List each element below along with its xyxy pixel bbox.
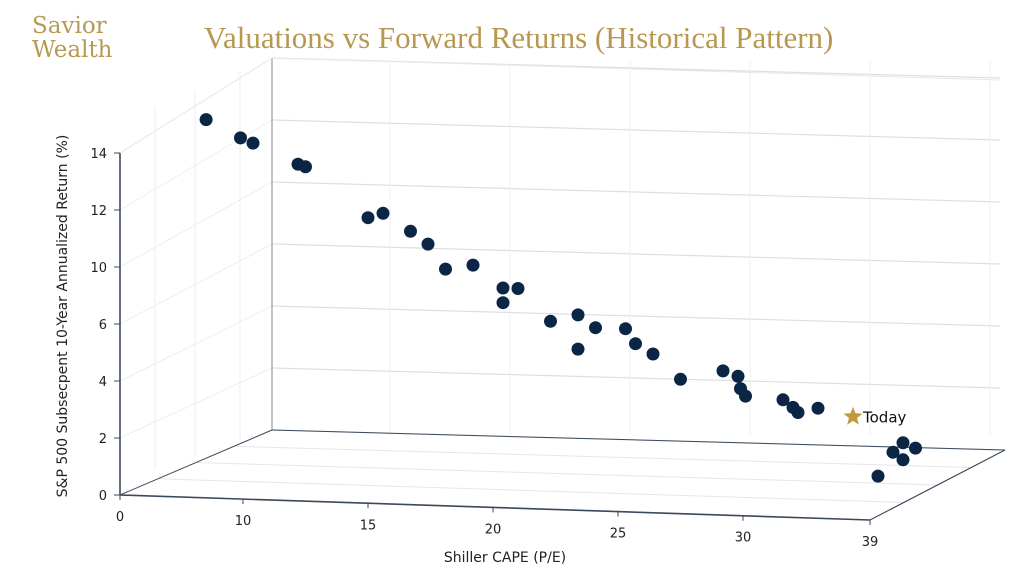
data-point xyxy=(246,136,260,150)
floor-left-edge xyxy=(119,429,273,496)
floor-back-edge xyxy=(271,429,1006,451)
grid-line xyxy=(271,119,1001,141)
x-axis-label: Shiller CAPE (P/E) xyxy=(444,550,566,566)
grid-line xyxy=(271,305,1001,327)
data-point xyxy=(421,237,435,251)
data-point xyxy=(299,160,312,174)
data-point xyxy=(511,282,525,295)
grid-line xyxy=(271,367,1001,389)
data-point xyxy=(496,281,510,295)
grid-line xyxy=(119,243,273,325)
data-point xyxy=(791,406,805,419)
y-tick-label: 6 xyxy=(99,318,107,333)
data-point xyxy=(376,206,390,220)
data-point xyxy=(571,308,585,322)
x-axis-ticks: 0 10 15 20 25 30 39 xyxy=(116,495,878,550)
x-tick-label: 25 xyxy=(610,527,627,542)
y-tick-label: 14 xyxy=(90,147,107,162)
x-tick-label: 30 xyxy=(735,531,752,546)
data-point xyxy=(466,258,480,272)
data-point xyxy=(871,469,885,483)
today-label: Today xyxy=(862,409,907,427)
x-tick-label: 15 xyxy=(360,518,377,533)
data-point xyxy=(571,342,585,356)
data-point xyxy=(896,436,910,450)
grid-line xyxy=(271,243,1001,265)
data-point xyxy=(674,372,687,386)
grid-line xyxy=(271,181,1001,203)
data-point xyxy=(234,131,247,145)
brand-logo: Savior Wealth xyxy=(32,14,113,62)
top-back-edge xyxy=(271,57,1001,81)
data-point xyxy=(361,211,375,225)
x-tick-label: 10 xyxy=(235,514,252,529)
grid-line xyxy=(119,367,273,439)
x-tick-label: 0 xyxy=(116,510,124,525)
data-point xyxy=(496,296,510,310)
grid-line xyxy=(119,181,273,268)
data-point xyxy=(544,314,557,328)
data-point xyxy=(776,393,790,407)
data-point xyxy=(886,445,900,459)
axes xyxy=(119,57,1006,521)
grid-line xyxy=(157,478,904,503)
chart-title: Valuations vs Forward Returns (Historica… xyxy=(204,20,834,55)
grid-line xyxy=(119,305,273,382)
floor-right-edge xyxy=(869,449,1006,521)
grid-line xyxy=(195,462,938,486)
data-point xyxy=(646,347,660,361)
brand-line-2: Wealth xyxy=(32,37,113,63)
y-tick-label: 12 xyxy=(90,204,107,219)
top-left-edge xyxy=(119,57,273,154)
data-point xyxy=(731,369,745,383)
data-point xyxy=(439,262,452,276)
data-point xyxy=(739,389,752,403)
data-point xyxy=(404,224,417,238)
grid-lines xyxy=(119,57,1001,503)
y-tick-label: 2 xyxy=(99,432,107,447)
data-point xyxy=(199,113,213,127)
grid-line xyxy=(233,445,972,468)
y-axis-label: S&P 500 Subsecpent 10-Year Annualized Re… xyxy=(55,135,71,498)
brand-line-1: Savior xyxy=(32,13,107,39)
today-marker-group: Today xyxy=(843,406,907,427)
grid-line xyxy=(119,119,273,211)
data-point xyxy=(629,337,642,351)
x-tick-label: 39 xyxy=(862,535,879,550)
data-point xyxy=(896,453,910,467)
data-points xyxy=(199,113,922,483)
data-point xyxy=(619,322,632,336)
y-tick-label: 0 xyxy=(99,489,107,504)
x-axis-line xyxy=(119,494,871,521)
data-point xyxy=(811,401,825,415)
today-star-icon xyxy=(843,406,863,425)
y-tick-label: 4 xyxy=(99,375,107,390)
data-point xyxy=(909,441,922,455)
x-tick-label: 20 xyxy=(485,522,502,537)
y-tick-label: 10 xyxy=(90,261,107,276)
data-point xyxy=(716,364,730,378)
data-point xyxy=(589,321,602,335)
y-axis-ticks: 0 2 4 6 10 12 14 xyxy=(90,147,120,504)
